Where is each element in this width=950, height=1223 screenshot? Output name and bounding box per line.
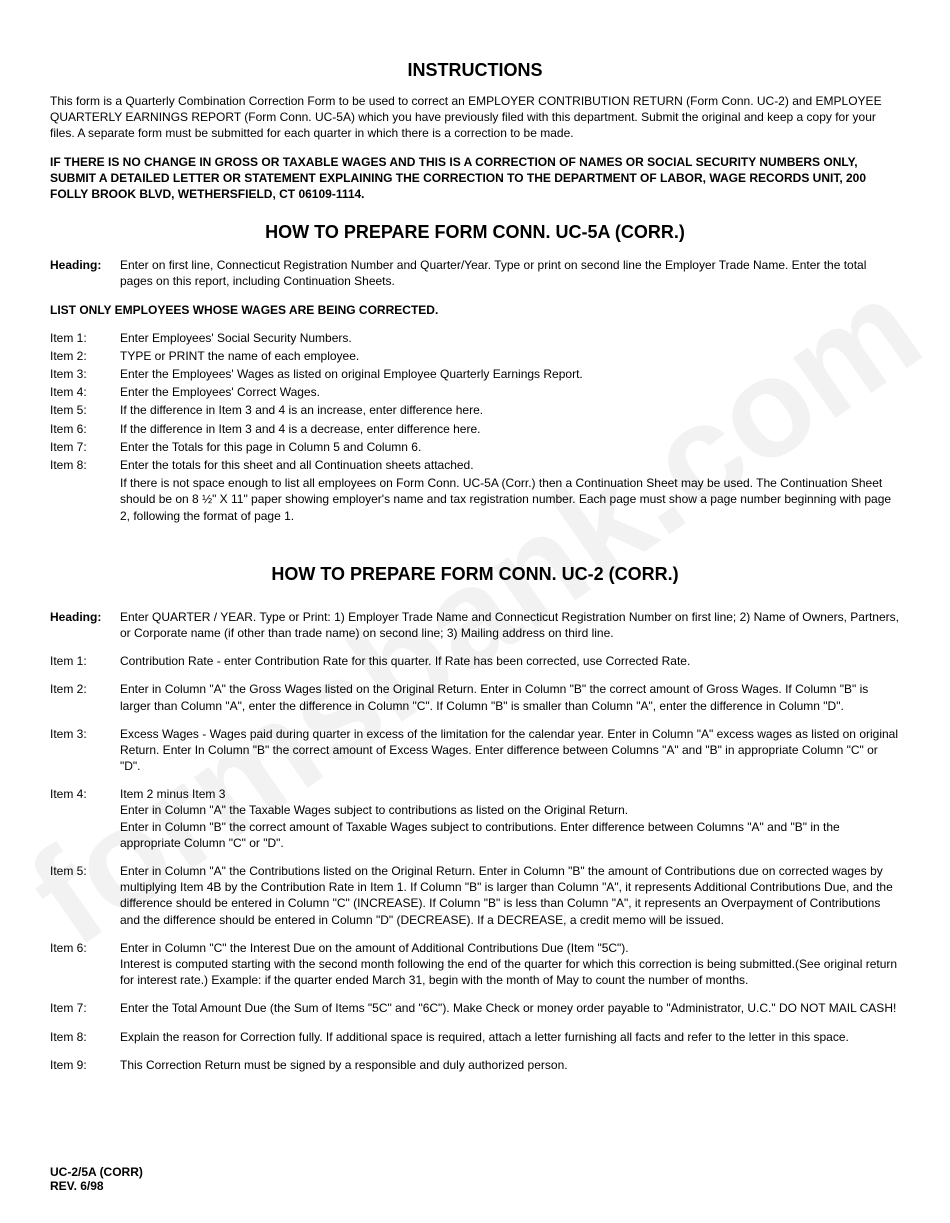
s1-listonly: LIST ONLY EMPLOYEES WHOSE WAGES ARE BEIN… bbox=[50, 302, 900, 318]
s1-heading-label: Heading: bbox=[50, 257, 120, 289]
item-label: Item 8: bbox=[50, 1029, 120, 1045]
item-label: Item 1: bbox=[50, 653, 120, 669]
s1-heading-text: Enter on first line, Connecticut Registr… bbox=[120, 257, 900, 289]
list-item: Item 1:Enter Employees' Social Security … bbox=[50, 330, 900, 346]
s1-items: Item 1:Enter Employees' Social Security … bbox=[50, 330, 900, 474]
item-label: Item 7: bbox=[50, 439, 120, 455]
item-label: Item 9: bbox=[50, 1057, 120, 1073]
item-text: Enter the Total Amount Due (the Sum of I… bbox=[120, 1000, 900, 1016]
list-item: Item 7:Enter the Totals for this page in… bbox=[50, 439, 900, 455]
item-label: Item 2: bbox=[50, 348, 120, 364]
item-text: Explain the reason for Correction fully.… bbox=[120, 1029, 900, 1045]
item-text: Item 2 minus Item 3 Enter in Column "A" … bbox=[120, 786, 900, 851]
item-text: Enter the Employees' Correct Wages. bbox=[120, 384, 900, 400]
item-label: Item 4: bbox=[50, 786, 120, 851]
list-item: Item 9:This Correction Return must be si… bbox=[50, 1057, 900, 1073]
item-text: Enter in Column "A" the Contributions li… bbox=[120, 863, 900, 928]
footer-line-1: UC-2/5A (CORR) bbox=[50, 1165, 143, 1179]
item-label: Item 8: bbox=[50, 457, 120, 473]
item-text: Enter in Column "A" the Gross Wages list… bbox=[120, 681, 900, 713]
intro-para-2: IF THERE IS NO CHANGE IN GROSS OR TAXABL… bbox=[50, 154, 900, 203]
item-text: Enter Employees' Social Security Numbers… bbox=[120, 330, 900, 346]
item-text: If the difference in Item 3 and 4 is a d… bbox=[120, 421, 900, 437]
list-item: Item 2:Enter in Column "A" the Gross Wag… bbox=[50, 681, 900, 713]
item-label: Item 6: bbox=[50, 940, 120, 989]
item-text: Enter the Totals for this page in Column… bbox=[120, 439, 900, 455]
s2-items: Item 1:Contribution Rate - enter Contrib… bbox=[50, 653, 900, 1073]
item-label: Item 5: bbox=[50, 863, 120, 928]
list-item: Item 4:Enter the Employees' Correct Wage… bbox=[50, 384, 900, 400]
list-item: Item 3:Excess Wages - Wages paid during … bbox=[50, 726, 900, 775]
footer-line-2: REV. 6/98 bbox=[50, 1179, 143, 1193]
item-text: This Correction Return must be signed by… bbox=[120, 1057, 900, 1073]
s1-item8-extra: If there is not space enough to list all… bbox=[120, 475, 900, 524]
item-label: Item 6: bbox=[50, 421, 120, 437]
s2-heading-label: Heading: bbox=[50, 609, 120, 641]
item-text: Contribution Rate - enter Contribution R… bbox=[120, 653, 900, 669]
list-item: Item 7:Enter the Total Amount Due (the S… bbox=[50, 1000, 900, 1016]
list-item: Item 6:If the difference in Item 3 and 4… bbox=[50, 421, 900, 437]
list-item: Item 1:Contribution Rate - enter Contrib… bbox=[50, 653, 900, 669]
item-text: Enter the Employees' Wages as listed on … bbox=[120, 366, 900, 382]
list-item: Item 4:Item 2 minus Item 3 Enter in Colu… bbox=[50, 786, 900, 851]
item-label: Item 5: bbox=[50, 402, 120, 418]
main-title: INSTRUCTIONS bbox=[50, 60, 900, 81]
list-item: Item 5:Enter in Column "A" the Contribut… bbox=[50, 863, 900, 928]
section1-title: HOW TO PREPARE FORM CONN. UC-5A (CORR.) bbox=[50, 222, 900, 243]
s2-heading-text: Enter QUARTER / YEAR. Type or Print: 1) … bbox=[120, 609, 900, 641]
item-label: Item 1: bbox=[50, 330, 120, 346]
item-label: Item 7: bbox=[50, 1000, 120, 1016]
item-text: Enter in Column "C" the Interest Due on … bbox=[120, 940, 900, 989]
section2-title: HOW TO PREPARE FORM CONN. UC-2 (CORR.) bbox=[50, 564, 900, 585]
s1-heading-row: Heading: Enter on first line, Connecticu… bbox=[50, 257, 900, 289]
item-text: Excess Wages - Wages paid during quarter… bbox=[120, 726, 900, 775]
list-item: Item 5:If the difference in Item 3 and 4… bbox=[50, 402, 900, 418]
item-label: Item 2: bbox=[50, 681, 120, 713]
item-text: Enter the totals for this sheet and all … bbox=[120, 457, 900, 473]
item-label: Item 4: bbox=[50, 384, 120, 400]
list-item: Item 8:Enter the totals for this sheet a… bbox=[50, 457, 900, 473]
intro-para-1: This form is a Quarterly Combination Cor… bbox=[50, 93, 900, 142]
s2-heading-row: Heading: Enter QUARTER / YEAR. Type or P… bbox=[50, 609, 900, 641]
list-item: Item 8:Explain the reason for Correction… bbox=[50, 1029, 900, 1045]
list-item: Item 2:TYPE or PRINT the name of each em… bbox=[50, 348, 900, 364]
item-label: Item 3: bbox=[50, 726, 120, 775]
item-label: Item 3: bbox=[50, 366, 120, 382]
item-text: If the difference in Item 3 and 4 is an … bbox=[120, 402, 900, 418]
item-text: TYPE or PRINT the name of each employee. bbox=[120, 348, 900, 364]
list-item: Item 3:Enter the Employees' Wages as lis… bbox=[50, 366, 900, 382]
list-item: Item 6:Enter in Column "C" the Interest … bbox=[50, 940, 900, 989]
document-body: INSTRUCTIONS This form is a Quarterly Co… bbox=[50, 60, 900, 1073]
s1-item8-extra-row: If there is not space enough to list all… bbox=[50, 475, 900, 524]
footer: UC-2/5A (CORR) REV. 6/98 bbox=[50, 1165, 143, 1193]
